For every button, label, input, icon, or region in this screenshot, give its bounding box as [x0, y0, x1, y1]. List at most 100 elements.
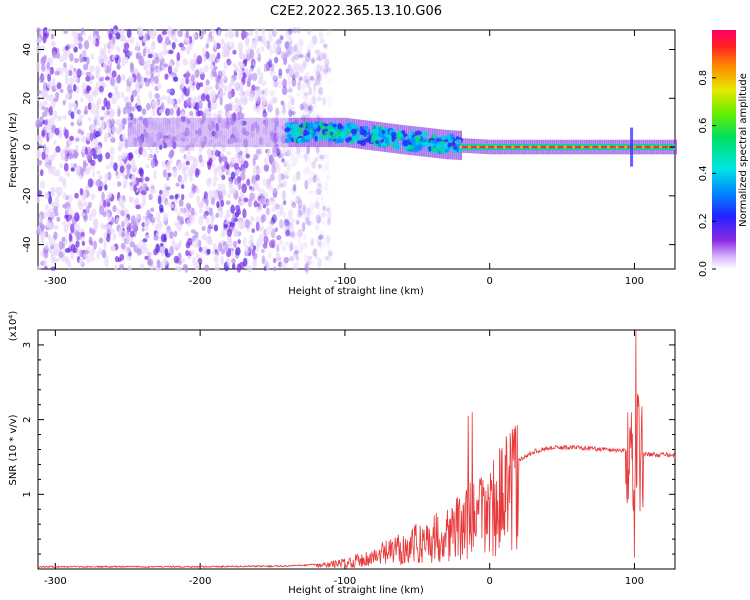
noise-mark: [317, 208, 321, 215]
noise-mark: [152, 59, 156, 65]
noise-mark: [190, 121, 195, 131]
noise-mark: [238, 218, 243, 225]
noise-mark: [169, 149, 175, 158]
noise-mark: [258, 137, 264, 146]
noise-mark: [142, 37, 147, 43]
noise-mark: [95, 179, 102, 188]
noise-mark: [138, 116, 144, 121]
signal-mark: [449, 142, 457, 147]
noise-mark: [126, 115, 131, 121]
noise-mark: [289, 245, 294, 251]
noise-mark: [89, 65, 95, 73]
noise-mark: [90, 159, 96, 166]
spectrogram-ytick-label: 40: [22, 43, 33, 56]
noise-mark: [303, 241, 308, 248]
signal-band-mark: [145, 117, 148, 148]
noise-mark: [256, 186, 261, 193]
noise-mark: [47, 73, 52, 83]
noise-mark: [49, 154, 55, 161]
noise-mark: [287, 100, 292, 111]
noise-mark: [213, 224, 219, 232]
signal-band-mark: [173, 117, 176, 148]
noise-mark: [283, 57, 288, 66]
noise-mark: [176, 52, 181, 62]
noise-mark: [324, 58, 330, 68]
noise-mark: [304, 217, 309, 225]
noise-mark: [144, 226, 149, 231]
noise-mark: [290, 199, 295, 208]
noise-mark: [260, 103, 265, 112]
noise-mark: [151, 108, 156, 117]
noise-mark: [62, 192, 67, 200]
noise-mark: [83, 110, 88, 115]
noise-mark: [132, 164, 138, 172]
noise-mark: [69, 53, 74, 62]
noise-mark: [171, 239, 176, 249]
noise-mark: [36, 143, 43, 149]
spectrogram-ytick-label: 0: [22, 144, 33, 150]
noise-mark: [320, 217, 325, 225]
noise-mark: [255, 149, 262, 155]
noise-mark: [64, 45, 70, 51]
noise-mark: [142, 241, 147, 251]
noise-mark: [260, 248, 265, 254]
noise-mark: [293, 218, 299, 224]
noise-mark: [279, 174, 283, 179]
noise-mark: [293, 54, 300, 61]
noise-mark: [307, 28, 311, 36]
noise-mark: [308, 76, 313, 84]
signal-band-mark: [264, 117, 267, 148]
noise-mark: [281, 107, 286, 116]
signal-mark: [342, 128, 348, 132]
noise-mark: [75, 240, 80, 248]
noise-mark: [314, 212, 319, 222]
noise-mark: [239, 261, 245, 270]
noise-mark: [142, 215, 146, 221]
noise-mark: [221, 134, 226, 142]
noise-mark: [36, 149, 41, 160]
noise-mark: [220, 152, 224, 157]
noise-mark: [312, 248, 318, 257]
noise-mark: [237, 41, 244, 52]
noise-mark: [294, 150, 300, 156]
signal-band-mark: [234, 117, 237, 148]
signal-band-mark: [249, 117, 252, 148]
noise-mark: [301, 153, 306, 159]
noise-mark: [318, 65, 324, 76]
noise-mark: [304, 264, 310, 274]
noise-mark: [237, 239, 241, 245]
noise-mark: [185, 249, 189, 257]
noise-mark: [266, 200, 272, 207]
noise-mark: [248, 93, 255, 102]
noise-mark: [313, 66, 318, 73]
colorbar-label: Normalized spectral amplitude: [738, 73, 749, 227]
noise-mark: [288, 243, 293, 253]
signal-band-mark: [177, 117, 180, 148]
noise-mark: [197, 32, 202, 38]
noise-mark: [220, 38, 225, 46]
noise-mark: [91, 255, 95, 262]
noise-mark: [289, 221, 295, 231]
signal-mark: [381, 129, 386, 135]
noise-mark: [311, 161, 317, 169]
noise-mark: [322, 233, 329, 244]
noise-mark: [124, 208, 129, 216]
noise-mark: [125, 86, 132, 93]
noise-mark: [105, 152, 111, 160]
signal-mark: [401, 130, 406, 135]
noise-mark: [305, 165, 311, 172]
noise-mark: [278, 183, 282, 189]
noise-mark: [87, 102, 92, 111]
noise-mark: [121, 117, 127, 126]
noise-mark: [305, 266, 310, 271]
noise-mark: [322, 71, 329, 79]
noise-mark: [239, 98, 244, 106]
noise-mark: [165, 107, 171, 116]
noise-mark: [291, 77, 297, 87]
noise-mark: [285, 68, 289, 74]
snr-scale-label: (x10⁴): [8, 311, 19, 342]
noise-mark: [188, 191, 194, 199]
noise-mark: [255, 174, 261, 181]
noise-mark: [105, 198, 110, 203]
